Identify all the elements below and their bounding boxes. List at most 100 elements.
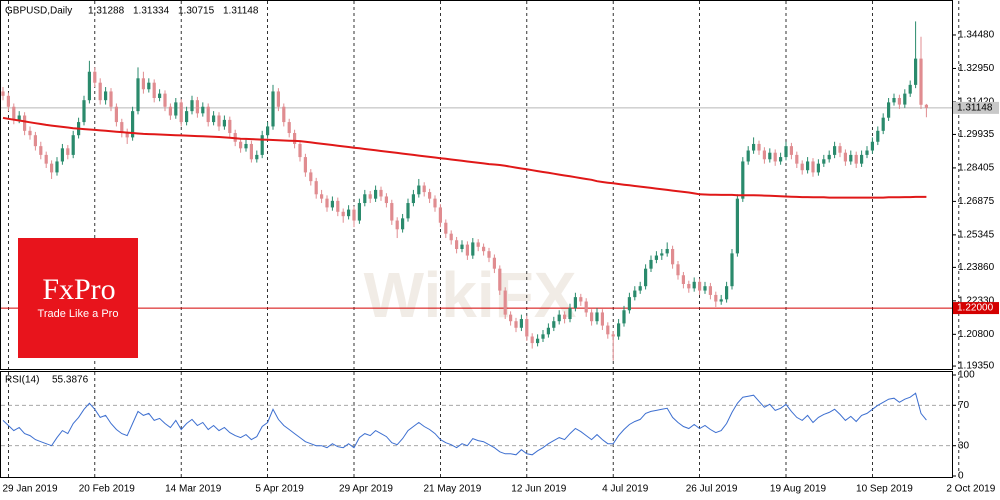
candle-body [725,286,729,300]
candle-body [746,150,750,162]
candle-body [411,194,415,204]
candle-body [384,196,388,204]
candle-body [147,82,151,90]
candle-body [838,146,842,153]
brand-logo [18,238,138,358]
candle-body [50,163,54,173]
candle-body [303,157,307,173]
candle-body [260,135,264,155]
candle-body [514,321,518,328]
candle-body [33,135,37,147]
candle-body [60,148,64,162]
candle-body [509,314,513,322]
candle-body [795,154,799,164]
candle-body [336,200,340,212]
candle-body [12,106,16,120]
candle-body [487,251,491,258]
candle-body [352,209,356,221]
candle-body [17,115,21,120]
level-label: 1.22000 [957,303,994,314]
y-tick-label: 1.20800 [958,329,995,340]
candle-body [433,198,437,208]
candle-body [665,248,669,254]
candle-body [757,143,761,151]
candle-body [843,152,847,162]
candle-body [660,253,664,256]
candle-body [692,281,696,289]
candle-body [298,143,302,158]
open-price: 1.31288 [88,6,125,17]
candle-body [638,286,642,291]
candle-body [698,281,702,291]
candle-body [417,185,421,195]
high-price: 1.31334 [133,6,170,17]
candle-body [136,78,140,112]
candle-body [168,106,172,116]
candle-body [341,211,345,217]
candle-body [536,338,540,344]
candle-body [93,71,97,83]
rsi-title: RSI(14) [5,375,39,386]
candle-body [633,290,637,298]
candle-body [703,286,707,291]
candle-body [849,154,853,162]
candle-body [897,98,901,105]
candle-body [622,310,626,324]
rsi-value: 55.3876 [52,375,89,386]
x-tick-label: 10 Sep 2019 [856,484,913,495]
candle-body [492,257,496,269]
candle-body [854,154,858,164]
candle-body [525,319,529,337]
candle-body [606,325,610,335]
candle-body [833,146,837,155]
y-tick-label: 1.25345 [958,230,995,241]
candle-body [762,150,766,160]
brand-tagline: Trade Like a Pro [38,308,119,320]
candle-body [584,301,588,313]
candle-body [228,119,232,134]
candle-body [541,334,545,339]
y-tick-label: 100 [958,370,975,381]
x-tick-label: 12 Jun 2019 [511,484,566,495]
candle-body [23,115,27,131]
candle-body [471,242,475,256]
candle-body [730,253,734,287]
x-tick-label: 20 Feb 2019 [79,484,136,495]
candle-body [6,95,10,107]
level-label-box [953,302,999,315]
candle-body [908,84,912,94]
candle-body [741,161,745,199]
candle-body [255,154,259,160]
candle-body [390,203,394,221]
candle-body [357,203,361,221]
candle-body [806,161,810,171]
candle-body [595,312,599,322]
y-tick-label: 1.26875 [958,196,995,207]
candle-body [163,93,167,107]
candle-body [125,133,129,138]
candle-body [39,146,43,155]
y-tick-label: 1.28405 [958,163,995,174]
candle-body [309,172,313,182]
symbol: GBPUSD,Daily [5,6,72,17]
candle-body [120,122,124,134]
y-tick-label: 1.19350 [958,361,995,372]
candle-body [158,93,162,99]
y-tick-label: 0 [958,471,964,482]
x-tick-label: 14 Mar 2019 [165,484,222,495]
close-price: 1.31148 [223,6,259,17]
candle-body [276,91,280,107]
candle-body [190,100,194,112]
rsi-panel [0,371,953,478]
candle-body [379,189,383,197]
candle-body [428,192,432,199]
candle-body [374,189,378,199]
candle-body [347,209,351,217]
candle-body [82,100,86,123]
candle-body [811,161,815,173]
candle-body [244,143,248,149]
candle-body [919,58,923,105]
candle-body [671,248,675,265]
